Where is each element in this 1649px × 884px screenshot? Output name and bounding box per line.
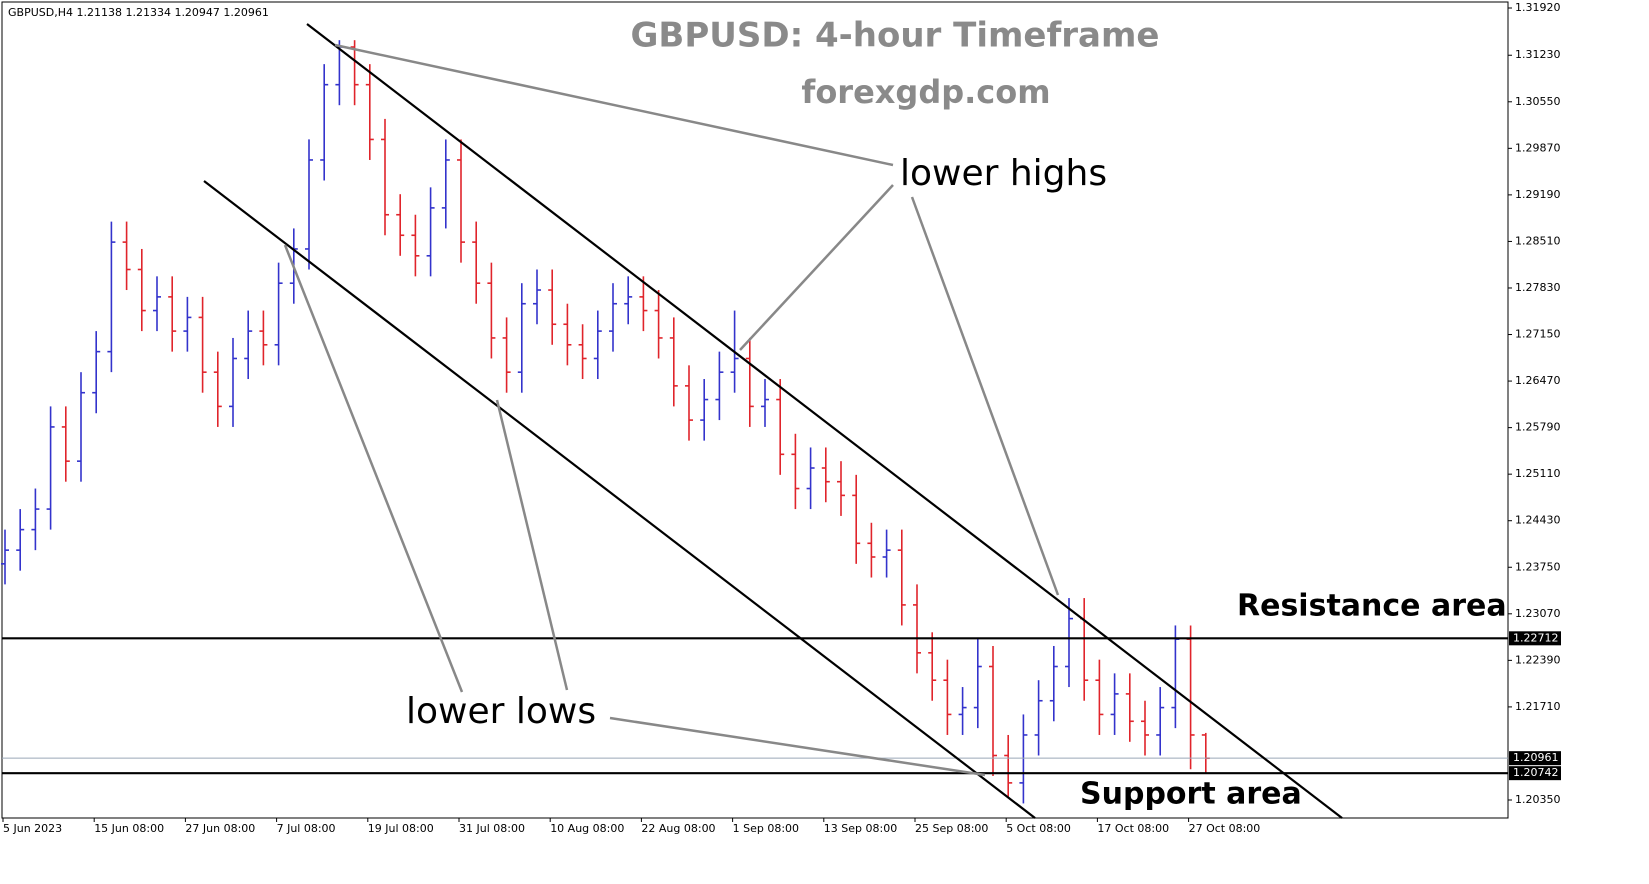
x-tick-label: 13 Sep 08:00 bbox=[824, 822, 897, 835]
lower-channel bbox=[203, 180, 1036, 819]
y-tick-label: 1.31920 bbox=[1515, 1, 1561, 14]
x-tick-label: 22 Aug 08:00 bbox=[641, 822, 715, 835]
pointer bbox=[739, 184, 894, 351]
y-tick-label: 1.21710 bbox=[1515, 700, 1561, 713]
x-tick-label: 10 Aug 08:00 bbox=[550, 822, 624, 835]
x-tick-label: 7 Jul 08:00 bbox=[277, 822, 336, 835]
x-tick-label: 19 Jul 08:00 bbox=[368, 822, 434, 835]
y-tick-label: 1.28510 bbox=[1515, 234, 1561, 247]
annotation: lower highs bbox=[900, 153, 1107, 194]
price-label: 1.20961 bbox=[1513, 751, 1559, 764]
price-label: 1.22712 bbox=[1513, 631, 1559, 644]
x-tick-label: 27 Oct 08:00 bbox=[1189, 822, 1261, 835]
annotation: lower lows bbox=[406, 691, 596, 732]
annotation: Resistance area bbox=[1237, 589, 1507, 624]
y-tick-label: 1.27830 bbox=[1515, 281, 1561, 294]
price-box bbox=[1509, 766, 1561, 781]
y-tick-label: 1.22390 bbox=[1515, 653, 1561, 666]
y-tick-label: 1.27150 bbox=[1515, 328, 1561, 341]
x-tick-label: 17 Oct 08:00 bbox=[1097, 822, 1169, 835]
pointer bbox=[609, 716, 986, 777]
x-tick-label: 25 Sep 08:00 bbox=[915, 822, 988, 835]
plot bbox=[1, 40, 1508, 804]
x-tick-label: 27 Jun 08:00 bbox=[185, 822, 255, 835]
price-box bbox=[1509, 631, 1561, 646]
pointer bbox=[334, 43, 894, 167]
y-tick-label: 1.25790 bbox=[1515, 421, 1561, 434]
trend-lines bbox=[203, 23, 1343, 819]
y-tick-label: 1.23750 bbox=[1515, 560, 1561, 573]
annotation: Support area bbox=[1080, 777, 1302, 812]
y-tick-label: 1.26470 bbox=[1515, 374, 1561, 387]
x-tick-label: 1 Sep 08:00 bbox=[733, 822, 799, 835]
plot-frame bbox=[1, 1, 1509, 819]
chart-title: GBPUSD: 4-hour Timeframe bbox=[631, 16, 1160, 56]
pointer bbox=[283, 244, 464, 693]
y-tick-label: 1.31230 bbox=[1515, 48, 1561, 61]
x-tick-label: 31 Jul 08:00 bbox=[459, 822, 525, 835]
upper-channel bbox=[306, 23, 1343, 819]
x-tick-label: 5 Oct 08:00 bbox=[1006, 822, 1071, 835]
price-box bbox=[1509, 751, 1561, 766]
price-label: 1.20742 bbox=[1513, 766, 1559, 779]
y-tick-label: 1.29190 bbox=[1515, 188, 1561, 201]
y-tick-label: 1.24430 bbox=[1515, 514, 1561, 527]
y-tick-label: 1.23070 bbox=[1515, 607, 1561, 620]
y-tick-label: 1.25110 bbox=[1515, 467, 1561, 480]
y-tick-label: 1.20350 bbox=[1515, 793, 1561, 806]
pointer bbox=[910, 196, 1060, 596]
x-tick-label: 5 Jun 2023 bbox=[3, 822, 62, 835]
x-tick-label: 15 Jun 08:00 bbox=[94, 822, 164, 835]
y-tick-label: 1.30550 bbox=[1515, 95, 1561, 108]
chart-subtitle: forexgdp.com bbox=[801, 73, 1050, 111]
pointer bbox=[495, 399, 569, 691]
header: GBPUSD,H4 1.21138 1.21334 1.20947 1.2096… bbox=[8, 6, 269, 19]
y-tick-label: 1.29870 bbox=[1515, 141, 1561, 154]
